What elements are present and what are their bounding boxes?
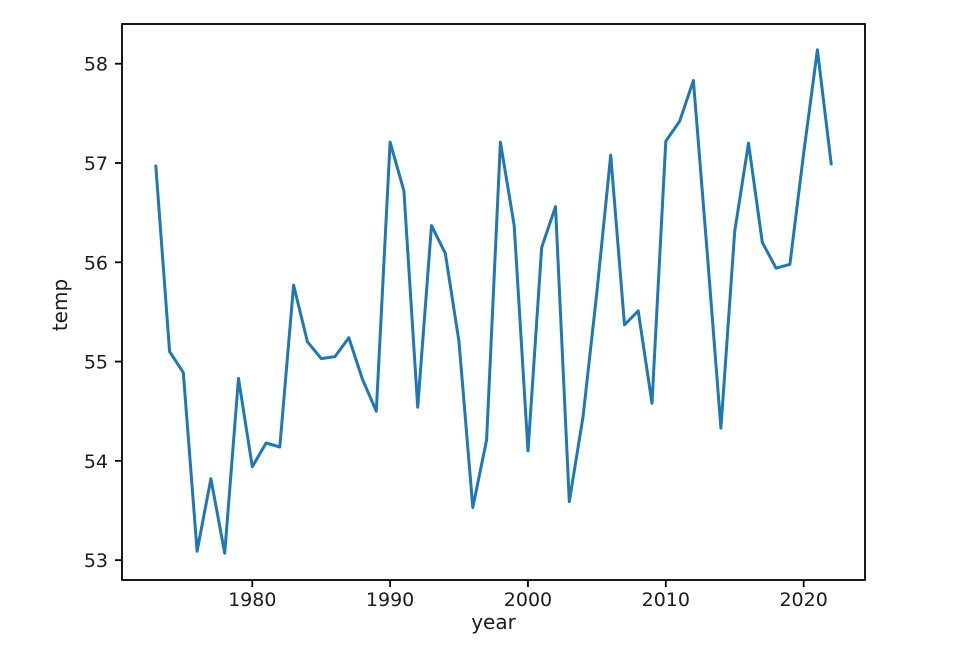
y-tick-label: 54 <box>84 451 108 473</box>
x-axis-label: year <box>471 610 516 634</box>
x-tick-label: 1980 <box>228 589 276 611</box>
y-axis-label: temp <box>48 278 72 332</box>
y-tick-label: 55 <box>84 352 108 374</box>
x-tick-label: 2000 <box>504 589 552 611</box>
y-tick-label: 53 <box>84 550 108 572</box>
temp-line-series <box>154 48 833 555</box>
y-tick-label: 56 <box>84 252 108 274</box>
x-tick-label: 1990 <box>366 589 414 611</box>
plot-border <box>121 23 866 581</box>
x-tick-label: 2020 <box>779 589 827 611</box>
y-tick-label: 58 <box>84 54 108 76</box>
x-tick-label: 2010 <box>642 589 690 611</box>
y-tick-label: 57 <box>84 153 108 175</box>
